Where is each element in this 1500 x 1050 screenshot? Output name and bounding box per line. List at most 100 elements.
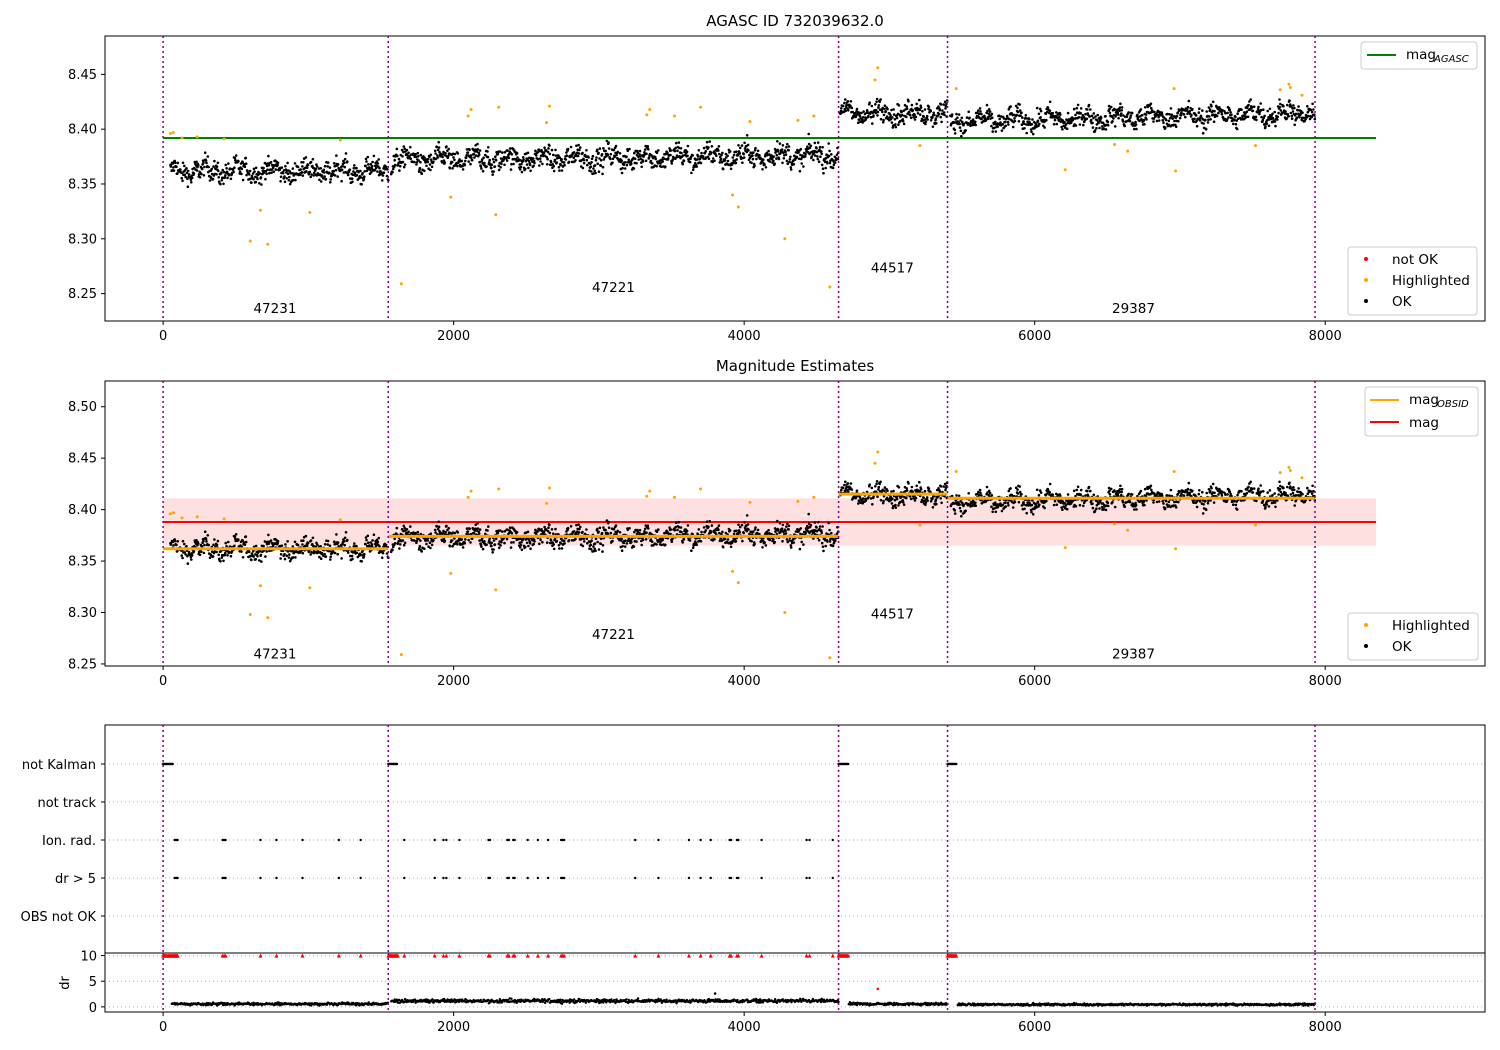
point-ok — [897, 486, 901, 489]
point-ok — [500, 540, 503, 544]
point-ok — [287, 556, 291, 559]
point-ok — [1277, 111, 1280, 115]
point-ok — [496, 152, 500, 156]
point-ok — [227, 173, 231, 176]
point-ok — [855, 489, 859, 493]
point-ok — [318, 555, 321, 559]
point-ok — [460, 538, 464, 541]
point-ok — [535, 154, 538, 157]
point-ok — [1100, 125, 1104, 128]
point-ok — [1304, 113, 1308, 117]
point-ok — [786, 142, 789, 146]
point-ok — [729, 545, 733, 549]
point-ok — [241, 178, 245, 182]
point-ok — [1107, 104, 1111, 108]
point-ok — [1085, 117, 1089, 121]
point-ok — [343, 536, 347, 540]
point-ok — [817, 538, 821, 542]
point-ok — [677, 141, 681, 144]
point-ok — [1259, 102, 1262, 105]
point-ok — [958, 506, 962, 510]
point-ok — [490, 163, 494, 166]
point-ok — [1240, 108, 1243, 111]
point-ok — [1045, 492, 1049, 495]
point-ok — [964, 129, 967, 132]
point-ok — [416, 155, 420, 158]
point-ok — [721, 530, 724, 534]
point-ok — [1022, 122, 1026, 125]
point-ok — [329, 178, 333, 181]
point-ok — [545, 155, 548, 159]
point-ok — [785, 159, 789, 163]
point-ok — [415, 541, 418, 544]
point-ok — [415, 539, 419, 542]
point-ok — [527, 159, 531, 163]
point-ok — [1023, 507, 1026, 511]
point-ok — [233, 544, 236, 548]
point-ok — [195, 160, 198, 164]
point-ok — [1077, 116, 1081, 119]
point-ok — [1018, 490, 1022, 494]
point-ok — [664, 543, 667, 547]
point-ok — [953, 128, 957, 132]
point-ok — [599, 159, 603, 162]
point-ok — [942, 111, 946, 114]
point-highlighted — [171, 130, 175, 134]
point-ok — [426, 539, 430, 542]
point-ok — [529, 169, 532, 173]
point-ok — [931, 116, 934, 119]
point-ok — [1266, 109, 1269, 113]
point-ok — [213, 538, 216, 541]
point-ok — [301, 551, 305, 555]
point-ok — [875, 100, 878, 104]
point-ok — [259, 176, 263, 179]
point-ok — [1031, 513, 1035, 516]
point-ok — [353, 542, 356, 545]
point-ok — [980, 112, 983, 116]
point-ok — [655, 543, 658, 546]
point-ok — [285, 554, 289, 557]
point-ok — [1206, 121, 1210, 124]
point-ok — [940, 501, 943, 505]
point-ok — [910, 103, 914, 107]
point-ok — [451, 167, 454, 170]
point-ok — [352, 545, 356, 548]
point-ok — [858, 496, 862, 499]
point-ok — [593, 164, 597, 167]
point-ok — [453, 152, 457, 156]
point-ok — [569, 525, 573, 528]
point-ok — [225, 545, 228, 548]
point-ok — [954, 499, 957, 502]
point-ok — [607, 520, 610, 524]
point-ok — [1129, 114, 1133, 117]
point-ok — [1118, 106, 1122, 109]
point-ok — [226, 176, 229, 180]
point-ok — [957, 113, 961, 116]
point-ok — [245, 173, 248, 177]
point-ok — [314, 167, 318, 171]
point-ok — [943, 113, 946, 117]
point-ok — [190, 181, 193, 184]
point-ok — [1246, 115, 1250, 119]
point-ok — [708, 140, 711, 143]
point-ok — [435, 145, 439, 149]
point-ok — [886, 489, 889, 493]
point-ok — [688, 539, 692, 542]
point-ok — [260, 560, 263, 563]
point-ok — [1113, 125, 1117, 128]
point-ok — [1055, 116, 1059, 119]
point-ok — [416, 530, 420, 534]
point-ok — [742, 531, 745, 535]
point-ok — [646, 145, 650, 148]
point-ok — [877, 488, 880, 491]
point-ok — [1035, 106, 1039, 110]
point-ok — [559, 542, 562, 545]
point-ok — [645, 531, 648, 534]
point-ok — [1051, 493, 1055, 497]
point-ok — [423, 156, 427, 160]
point-ok — [1230, 113, 1233, 117]
point-ok — [655, 530, 659, 533]
point-highlighted — [266, 242, 270, 246]
point-ok — [745, 529, 749, 533]
point-ok — [1313, 113, 1316, 116]
